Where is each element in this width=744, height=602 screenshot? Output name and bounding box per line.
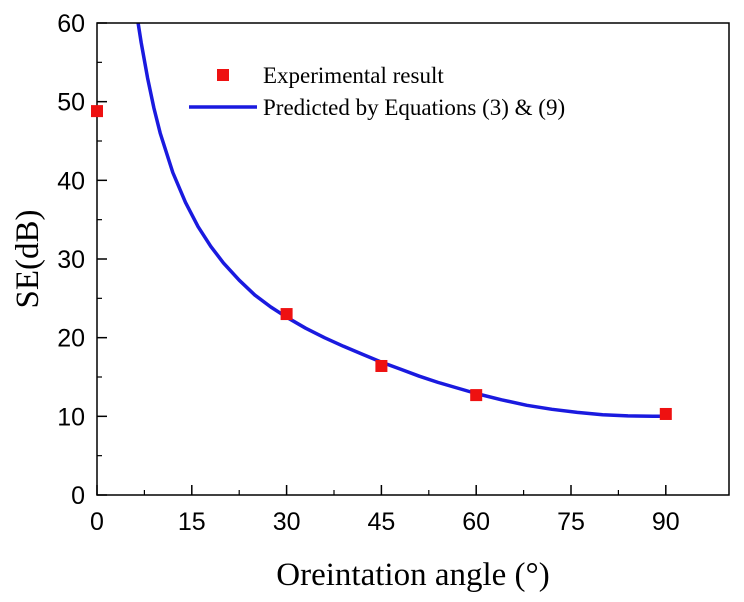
- y-tick-label: 20: [57, 325, 85, 353]
- legend-label-experimental: Experimental result: [263, 63, 444, 88]
- x-tick-label: 15: [178, 508, 206, 536]
- y-tick-label: 30: [57, 246, 85, 274]
- x-tick-label: 60: [462, 508, 490, 536]
- experimental-point: [470, 389, 483, 402]
- y-tick-label: 0: [71, 482, 85, 510]
- y-tick-label: 60: [57, 10, 85, 38]
- x-tick-label: 0: [90, 508, 104, 536]
- y-tick-label: 10: [57, 403, 85, 431]
- y-axis-title: SE(dB): [10, 210, 46, 309]
- predicted-curve: [136, 23, 668, 419]
- legend: Experimental result Predicted by Equatio…: [189, 63, 565, 120]
- y-tick-label: 40: [57, 167, 85, 195]
- experimental-point: [91, 105, 103, 118]
- legend-marker-experimental: [217, 69, 229, 81]
- x-tick-label: 90: [652, 508, 680, 536]
- x-tick-label: 45: [367, 508, 395, 536]
- experimental-point: [659, 407, 672, 420]
- experimental-point: [280, 308, 293, 321]
- experimental-point: [375, 359, 388, 372]
- plot-frame: [96, 22, 730, 496]
- y-tick-label: 50: [57, 89, 85, 117]
- x-tick-label: 75: [557, 508, 585, 536]
- legend-label-predicted: Predicted by Equations (3) & (9): [263, 95, 565, 120]
- x-axis-title: Oreintation angle (°): [276, 557, 549, 593]
- x-tick-label: 30: [273, 508, 301, 536]
